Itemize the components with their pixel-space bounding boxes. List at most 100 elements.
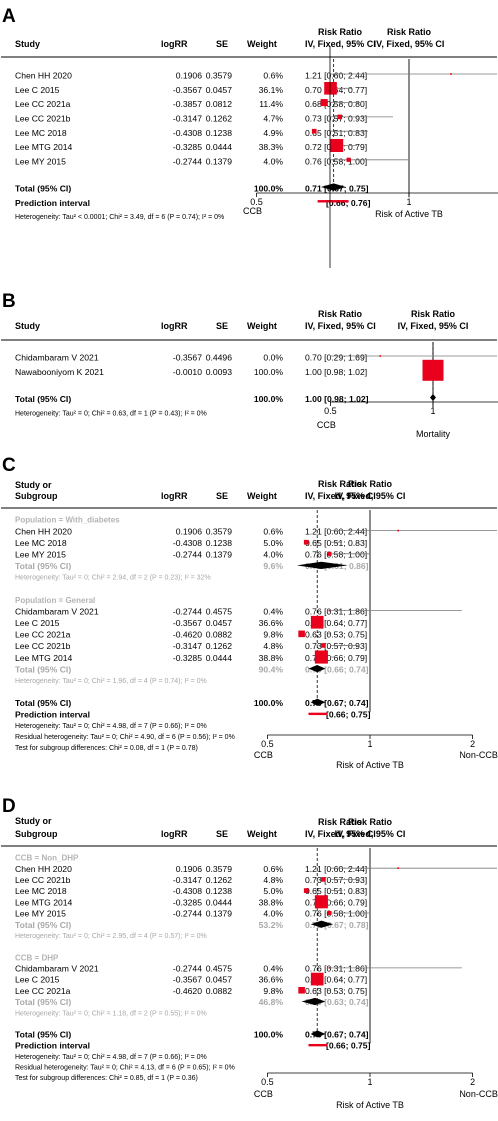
se-value: 0.1238 (206, 538, 233, 548)
weight-value: 4.8% (263, 875, 283, 885)
study-weight-marker (303, 539, 309, 545)
logrr-value: -0.4308 (173, 886, 202, 896)
heterogeneity-text: Test for subgroup differences: Chi² = 0.… (15, 745, 198, 752)
study-name: Lee MY 2015 (15, 909, 66, 919)
header-se: SE (216, 321, 228, 331)
ci-value: 0.63 [0.53; 0.75] (305, 630, 367, 640)
subtotal-label: Total (95% CI) (15, 920, 71, 930)
study-name: Lee C 2015 (15, 975, 60, 985)
study-name: Chidambaram V 2021 (15, 963, 99, 973)
pooled-diamond (310, 1030, 326, 1038)
study-weight-marker (320, 99, 328, 107)
ci-value: 0.73 [0.57; 0.93] (305, 875, 367, 885)
ci-value: 0.76 [0.31; 1.86] (305, 606, 367, 616)
total-label: Total (95% CI) (15, 698, 71, 708)
study-weight-marker (397, 529, 400, 532)
logrr-value: 0.1906 (176, 864, 203, 874)
logrr-value: -0.3567 (173, 85, 202, 95)
study-weight-marker (321, 877, 326, 882)
se-value: 0.1262 (206, 875, 233, 885)
ci-value: 0.76 [0.31; 1.86] (305, 963, 367, 973)
ci-value: 0.73 [0.57; 0.93] (305, 641, 367, 651)
ci-value: 1.00 [0.98; 1.02] (305, 367, 367, 377)
ci-value: 1.21 [0.60; 2.44] (305, 864, 367, 874)
header-logrr: logRR (161, 829, 188, 839)
header-iv-fixed: IV, Fixed, 95% CI (305, 321, 376, 331)
header-iv-fixed: IV, Fixed, 95% CI (305, 491, 376, 501)
header-logrr: logRR (161, 321, 188, 331)
se-value: 0.1379 (206, 909, 233, 919)
heterogeneity-text: Heterogeneity: Tau² < 0.0001; Chi² = 3.4… (15, 214, 224, 221)
plot-header-iv-fixed: IV, Fixed, 95% CI (398, 321, 469, 331)
heterogeneity-text: Residual heterogeneity: Tau² = 0; Chi² =… (15, 734, 235, 741)
weight-value: 4.9% (263, 128, 283, 138)
logrr-value: -0.3567 (173, 618, 202, 628)
plot-header-risk-ratio: Risk Ratio (411, 309, 456, 319)
se-value: 0.4496 (206, 353, 233, 363)
pooled-diamond (320, 183, 346, 191)
study-weight-marker (397, 867, 400, 870)
ci-value: 0.65 [0.51; 0.83] (305, 538, 367, 548)
header-weight: Weight (247, 39, 277, 49)
header-se: SE (216, 39, 228, 49)
study-name: Lee MTG 2014 (15, 142, 73, 152)
x-axis-label: Risk of Active TB (336, 1100, 404, 1110)
total-ci: 0.70 [0.67; 0.74] (305, 698, 369, 708)
ci-value: 0.70 [0.29; 1.69] (305, 353, 367, 363)
se-value: 0.0444 (206, 653, 233, 663)
se-value: 0.4575 (206, 963, 233, 973)
study-weight-marker (321, 643, 326, 648)
weight-value: 4.8% (263, 641, 283, 651)
total-weight: 100.0% (254, 394, 284, 404)
logrr-value: -0.3285 (173, 653, 202, 663)
study-weight-marker (314, 650, 328, 664)
study-weight-marker (298, 986, 305, 994)
weight-value: 4.7% (263, 113, 283, 123)
x-axis-tick-label: 0.5 (250, 197, 263, 207)
prediction-interval-bar (317, 200, 349, 203)
x-axis-label: Risk of Active TB (336, 760, 404, 770)
x-axis-label: Mortality (416, 429, 451, 439)
ci-value: 0.76 [0.58; 1.00] (305, 909, 367, 919)
weight-value: 11.4% (259, 99, 283, 109)
x-axis-tick-label: 0.5 (261, 1077, 274, 1087)
weight-value: 4.0% (263, 550, 283, 560)
logrr-value: -0.2744 (173, 156, 202, 166)
header-risk-ratio: Risk Ratio (318, 27, 363, 37)
header-logrr: logRR (161, 491, 188, 501)
study-weight-marker (310, 972, 324, 986)
subtotal-weight: 53.2% (259, 920, 284, 930)
prediction-interval-bar (308, 1043, 328, 1047)
logrr-value: -0.2744 (173, 550, 202, 560)
study-weight-marker (327, 551, 332, 556)
x-axis-right-label: Non-CCB (459, 1089, 498, 1099)
prediction-interval-ci: [0.66; 0.75] (326, 1041, 371, 1051)
subtotal-label: Total (95% CI) (15, 561, 71, 571)
study-name: Lee CC 2021b (15, 641, 71, 651)
se-value: 0.0457 (206, 85, 233, 95)
study-name: Lee MY 2015 (15, 156, 66, 166)
study-name: Nawabooniyom K 2021 (15, 367, 104, 377)
header-iv-fixed: IV, Fixed, 95% CI (305, 39, 376, 49)
plot-header-risk-ratio: Risk Ratio (348, 817, 393, 827)
plot-header-iv-fixed: IV, Fixed, 95% CI (374, 39, 445, 49)
study-name: Lee CC 2021a (15, 99, 71, 109)
total-label: Total (95% CI) (15, 394, 71, 404)
x-axis-left-label: CCB (243, 206, 262, 216)
header-iv-fixed: IV, Fixed, 95% CI (305, 829, 376, 839)
plot-header-risk-ratio: Risk Ratio (348, 479, 393, 489)
se-value: 0.1379 (206, 550, 233, 560)
heterogeneity-text: Heterogeneity: Tau² = 0; Chi² = 4.98, df… (15, 1054, 207, 1061)
header-risk-ratio: Risk Ratio (318, 309, 363, 319)
study-weight-marker (310, 615, 324, 629)
total-label: Total (95% CI) (15, 1030, 71, 1040)
subgroup-label: Population = With_diabetes (15, 516, 120, 525)
x-axis-left-label: CCB (317, 420, 336, 430)
ci-value: 0.72 [0.66; 0.79] (305, 653, 367, 663)
subgroup-diamond (301, 997, 326, 1006)
subtotal-label: Total (95% CI) (15, 664, 71, 674)
heterogeneity-text: Heterogeneity: Tau² = 0; Chi² = 0.63, df… (15, 410, 207, 417)
x-axis-tick-label: 1 (367, 1077, 372, 1087)
header-se: SE (216, 829, 228, 839)
